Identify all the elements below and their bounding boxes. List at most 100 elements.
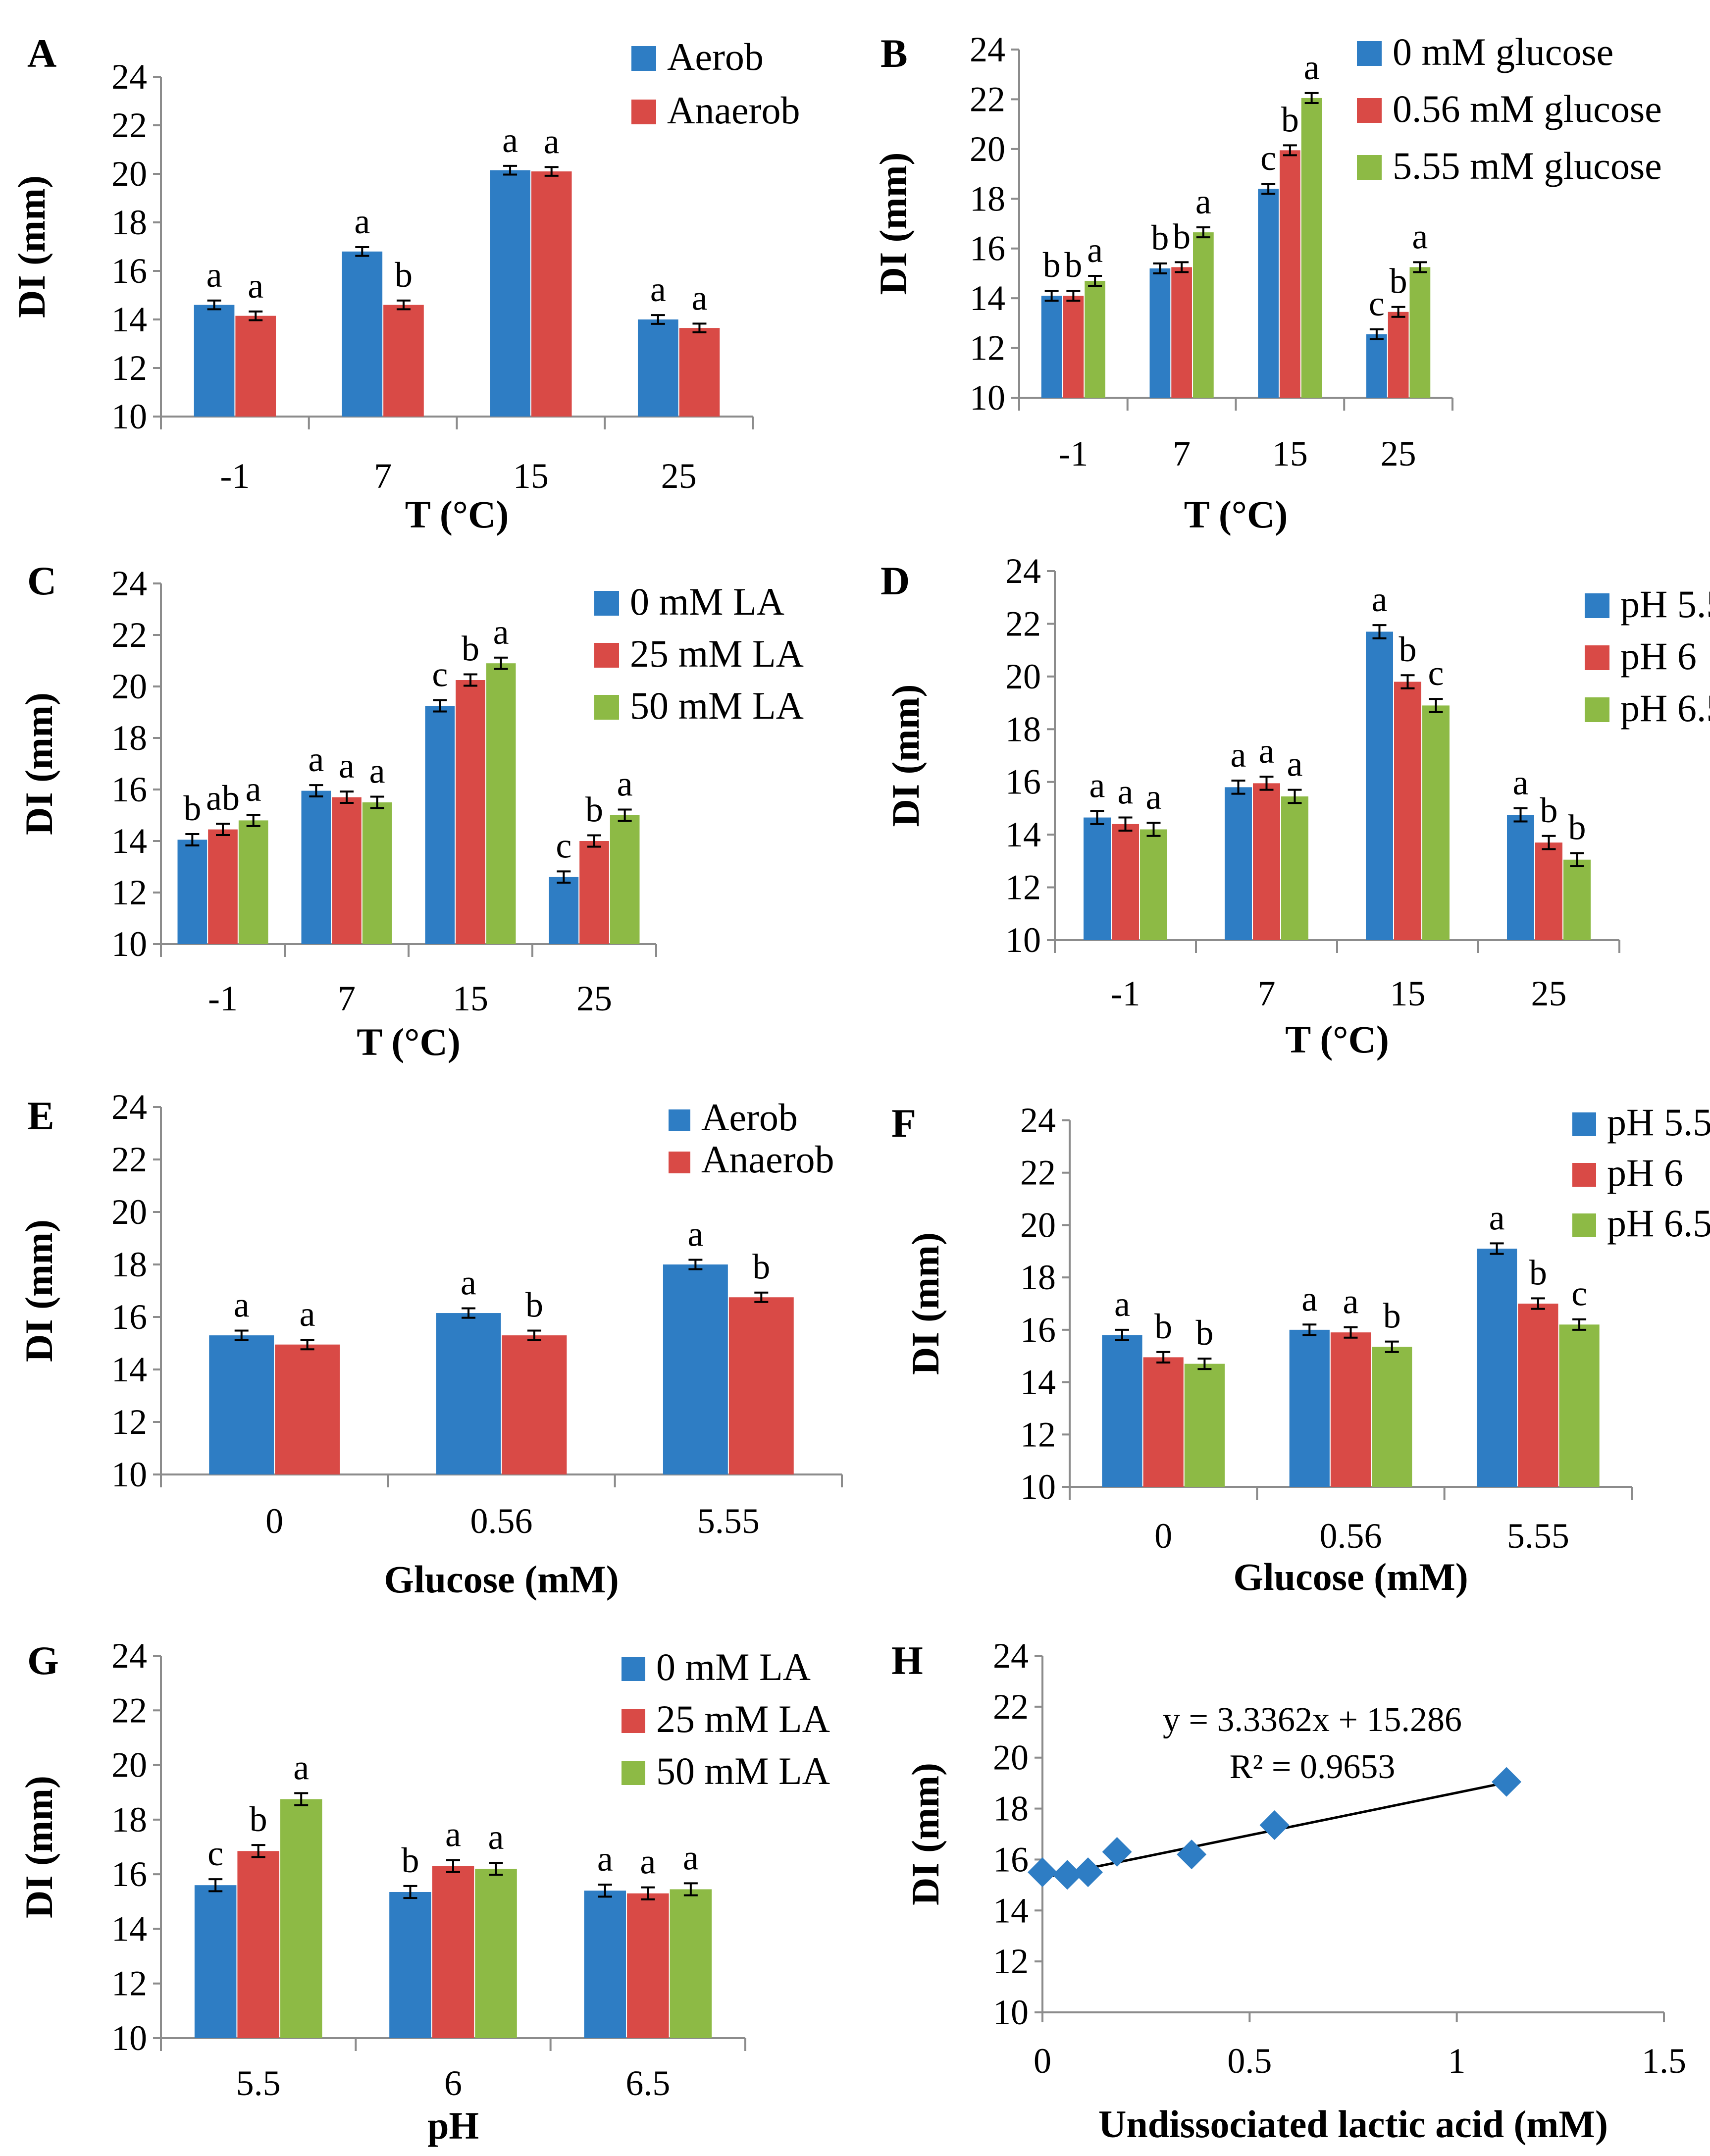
legend-label: 0 mM LA <box>656 1645 811 1688</box>
y-tick-label: 22 <box>111 1690 147 1730</box>
bar <box>436 1313 501 1474</box>
x-axis-title: T (°C) <box>357 1020 461 1063</box>
y-axis: 10 12 14 16 18 20 22 24 <box>970 30 1020 418</box>
significance-letter: b <box>1390 262 1407 301</box>
bar <box>679 328 720 417</box>
y-tick-label: 12 <box>970 328 1005 368</box>
significance-letter: b <box>1195 1313 1213 1353</box>
significance-letter: a <box>1372 579 1388 619</box>
bar <box>1102 1335 1142 1487</box>
y-tick-label: 14 <box>111 821 147 861</box>
x-tick-label: 7 <box>374 456 392 496</box>
bar <box>432 1866 474 2038</box>
panel-label: F <box>891 1101 916 1146</box>
bar <box>549 877 579 944</box>
bar <box>1184 1364 1225 1487</box>
y-tick-label: 12 <box>111 873 147 912</box>
bar <box>1394 682 1421 940</box>
significance-letter: a <box>1513 763 1529 802</box>
chart-panel-f: F 10 12 14 16 18 20 22 24 DI (mm) Glucose (mM) 0 0.5… <box>891 1101 1710 1598</box>
y-axis-title: DI (mm) <box>17 1219 60 1362</box>
data-point <box>1073 1857 1103 1888</box>
bar <box>235 316 276 417</box>
series-0-mm-la: b a c c <box>177 655 579 944</box>
bar <box>1258 189 1279 398</box>
y-tick-label: 16 <box>111 1854 147 1894</box>
bar <box>1063 296 1084 398</box>
bar <box>579 841 609 944</box>
panel-label: G <box>27 1638 59 1683</box>
significance-letter: a <box>246 769 261 809</box>
y-tick-label: 12 <box>111 348 147 388</box>
bar <box>456 680 485 944</box>
legend: Aerob Anaerob <box>631 35 800 132</box>
bar <box>237 1851 279 2038</box>
legend-swatch <box>631 46 656 71</box>
significance-letter: a <box>488 1817 504 1857</box>
y-axis: 10 12 14 16 18 20 22 24 <box>111 564 162 964</box>
bar <box>670 1889 712 2038</box>
y-tick-label: 20 <box>1005 657 1041 696</box>
series-50-mm-la: a aaa <box>238 612 640 944</box>
y-tick-label: 14 <box>111 300 147 339</box>
legend-label: 50 mM LA <box>630 684 804 727</box>
panel-label: C <box>27 558 56 603</box>
significance-letter: b <box>401 1840 419 1880</box>
significance-letter: a <box>1087 230 1103 270</box>
x-tick-label: 25 <box>1381 434 1416 473</box>
y-tick-label: 22 <box>111 105 147 145</box>
y-axis-title: DI (mm) <box>10 175 53 318</box>
significance-letter: b <box>1281 100 1299 139</box>
legend-label: pH 5.5 <box>1607 1101 1710 1144</box>
legend-swatch <box>1357 98 1382 123</box>
x-tick-label: 15 <box>1390 974 1426 1013</box>
significance-letter: a <box>650 269 666 309</box>
legend: pH 5.5 pH 6 pH 6.5 <box>1572 1101 1710 1245</box>
significance-letter: c <box>432 655 448 694</box>
legend-swatch <box>594 591 619 616</box>
x-tick-label: -1 <box>220 456 250 496</box>
significance-letter: b <box>1540 790 1558 830</box>
x-tick-label: 7 <box>1258 974 1276 1013</box>
bar <box>1149 268 1171 398</box>
legend: 0 mM LA 25 mM LA 50 mM LA <box>594 580 804 727</box>
bar <box>1507 815 1534 940</box>
bar <box>728 1297 794 1474</box>
legend-label: pH 5.5 <box>1620 582 1710 626</box>
significance-letter: a <box>354 202 370 241</box>
y-tick-label: 20 <box>993 1738 1029 1778</box>
bar <box>637 319 678 417</box>
y-tick-label: 24 <box>1020 1101 1056 1140</box>
y-tick-label: 22 <box>111 1140 147 1179</box>
x-tick-label: 1 <box>1448 2041 1466 2081</box>
series-ph-5-5: a aa <box>1102 1198 1517 1487</box>
bar <box>177 840 207 944</box>
legend-swatch <box>594 695 619 720</box>
bar <box>1330 1332 1371 1487</box>
significance-letter: b <box>1383 1296 1401 1336</box>
x-tick-label: 25 <box>661 456 697 496</box>
significance-letter: b <box>183 789 201 828</box>
bar <box>1289 1329 1330 1487</box>
bar <box>1171 267 1192 398</box>
y-tick-label: 18 <box>111 1800 147 1840</box>
legend-swatch <box>1572 1163 1596 1187</box>
significance-letter: a <box>293 1747 309 1787</box>
significance-letter: a <box>1489 1198 1505 1237</box>
bar <box>475 1869 517 2038</box>
y-axis-title: DI (mm) <box>17 692 60 835</box>
x-axis-title: Glucose (mM) <box>1233 1555 1468 1598</box>
significance-letter: b <box>1173 216 1191 256</box>
y-tick-label: 10 <box>111 2018 147 2058</box>
y-tick-label: 14 <box>1020 1363 1056 1402</box>
legend-swatch <box>1357 41 1382 66</box>
y-axis-title: DI (mm) <box>904 1232 947 1375</box>
legend-label: 0 mM LA <box>630 580 784 623</box>
y-axis: 10 12 14 16 18 20 22 24 <box>111 1087 162 1494</box>
y-tick-label: 12 <box>111 1402 147 1442</box>
x-axis-title: Undissociated lactic acid (mM) <box>1098 2103 1608 2146</box>
y-axis-title: DI (mm) <box>904 1763 947 1905</box>
significance-letter: c <box>1260 138 1276 178</box>
